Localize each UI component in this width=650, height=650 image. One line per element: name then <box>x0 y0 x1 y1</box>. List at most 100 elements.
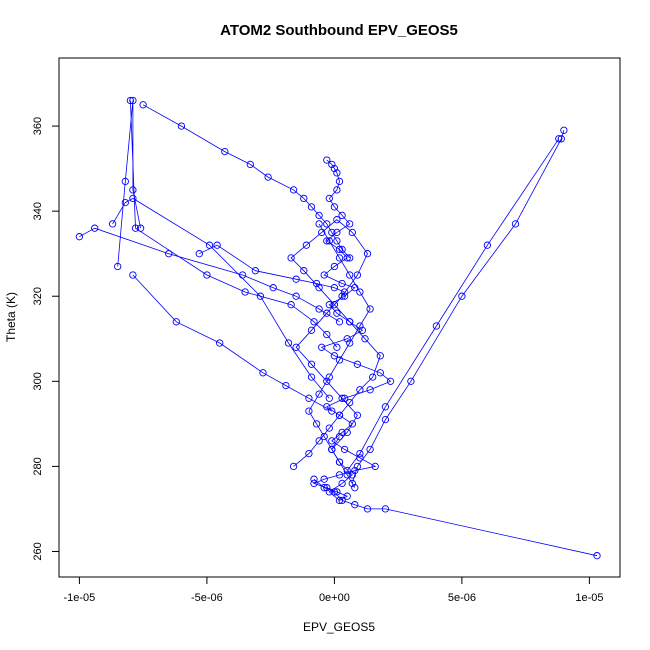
data-point <box>330 203 339 211</box>
data-point <box>256 292 265 300</box>
data-point <box>323 156 331 164</box>
data-point <box>335 411 344 419</box>
data-point <box>356 449 364 458</box>
data-point <box>335 318 344 326</box>
data-point <box>282 381 290 390</box>
x-tick-label: 1e-05 <box>575 592 603 604</box>
y-tick-label: 320 <box>32 287 44 305</box>
data-point <box>139 101 147 109</box>
data-point <box>356 386 364 394</box>
data-point <box>351 484 359 492</box>
data-point <box>315 211 323 220</box>
data-point <box>371 462 379 471</box>
data-point <box>323 403 331 411</box>
y-tick-label: 360 <box>32 117 44 135</box>
data-point <box>348 471 356 479</box>
data-point <box>292 343 300 351</box>
data-point <box>351 466 359 475</box>
data-point <box>335 356 344 364</box>
data-point <box>335 432 344 441</box>
series-line <box>142 104 350 259</box>
data-point <box>292 292 300 300</box>
data-point <box>369 373 377 381</box>
data-point <box>338 394 346 402</box>
data-point <box>305 407 313 415</box>
data-point <box>328 160 336 169</box>
data-point <box>330 164 339 173</box>
data-point <box>114 262 122 271</box>
data-point <box>315 284 323 292</box>
data-point <box>511 220 520 228</box>
data-point <box>432 322 441 330</box>
data-point <box>323 220 331 228</box>
data-point <box>335 254 344 262</box>
data-point <box>366 445 374 454</box>
data-point <box>333 216 341 224</box>
data-point <box>333 488 341 496</box>
data-point <box>343 492 351 500</box>
data-point <box>312 279 321 288</box>
data-point <box>213 241 221 249</box>
data-point <box>320 432 328 441</box>
data-point <box>555 135 563 143</box>
data-point <box>335 177 344 186</box>
series-11 <box>310 156 395 505</box>
data-point <box>333 237 341 245</box>
x-tick-label: 0e+00 <box>319 592 350 604</box>
series-line <box>290 219 381 467</box>
data-point <box>287 301 295 309</box>
data-point <box>323 377 331 385</box>
plot-area <box>75 96 601 560</box>
data-point <box>241 288 249 296</box>
data-point <box>557 135 565 143</box>
series-1 <box>139 101 354 262</box>
data-point <box>381 403 390 411</box>
data-point <box>328 437 336 445</box>
data-point <box>328 407 336 415</box>
data-point <box>310 475 318 483</box>
data-point <box>307 203 316 211</box>
y-tick-label: 300 <box>32 372 44 390</box>
data-point <box>320 475 328 483</box>
data-point <box>318 343 326 351</box>
data-point <box>356 454 364 462</box>
data-point <box>483 241 492 249</box>
data-point <box>333 228 341 237</box>
data-point <box>376 369 384 377</box>
data-point <box>325 237 333 245</box>
data-point <box>361 335 369 343</box>
data-point <box>560 126 568 134</box>
data-point <box>376 352 384 360</box>
data-point <box>75 233 84 241</box>
data-point <box>333 309 341 317</box>
data-point <box>335 496 344 505</box>
data-point <box>338 211 346 220</box>
data-point <box>340 445 349 454</box>
data-point <box>310 318 318 326</box>
series-line <box>79 227 340 323</box>
series-line <box>117 100 141 267</box>
data-point <box>325 424 333 432</box>
data-point <box>343 335 351 343</box>
data-point <box>165 250 173 258</box>
data-point <box>363 505 372 513</box>
data-point <box>300 194 308 203</box>
data-point <box>131 224 140 232</box>
data-point <box>351 501 359 509</box>
data-point <box>343 471 351 479</box>
series-7 <box>195 241 349 296</box>
data-point <box>353 271 362 279</box>
y-tick-label: 340 <box>32 202 44 220</box>
data-point <box>307 360 316 368</box>
data-point <box>353 462 362 471</box>
data-point <box>343 466 351 475</box>
data-point <box>300 267 308 275</box>
data-point <box>325 301 333 309</box>
data-point <box>305 394 313 402</box>
data-point <box>343 428 351 437</box>
data-point <box>315 220 323 228</box>
data-point <box>335 245 344 254</box>
data-point <box>315 437 323 445</box>
data-point <box>129 96 137 105</box>
